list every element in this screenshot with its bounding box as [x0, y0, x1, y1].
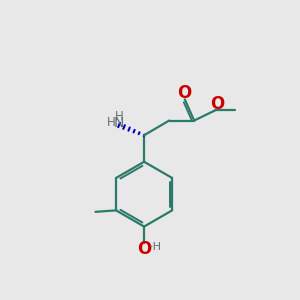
Text: O: O	[137, 240, 151, 258]
Text: ·H: ·H	[150, 242, 162, 253]
Text: N: N	[114, 116, 124, 130]
Text: H: H	[114, 110, 123, 123]
Text: H: H	[106, 116, 115, 129]
Text: O: O	[177, 84, 191, 102]
Text: O: O	[210, 95, 224, 113]
